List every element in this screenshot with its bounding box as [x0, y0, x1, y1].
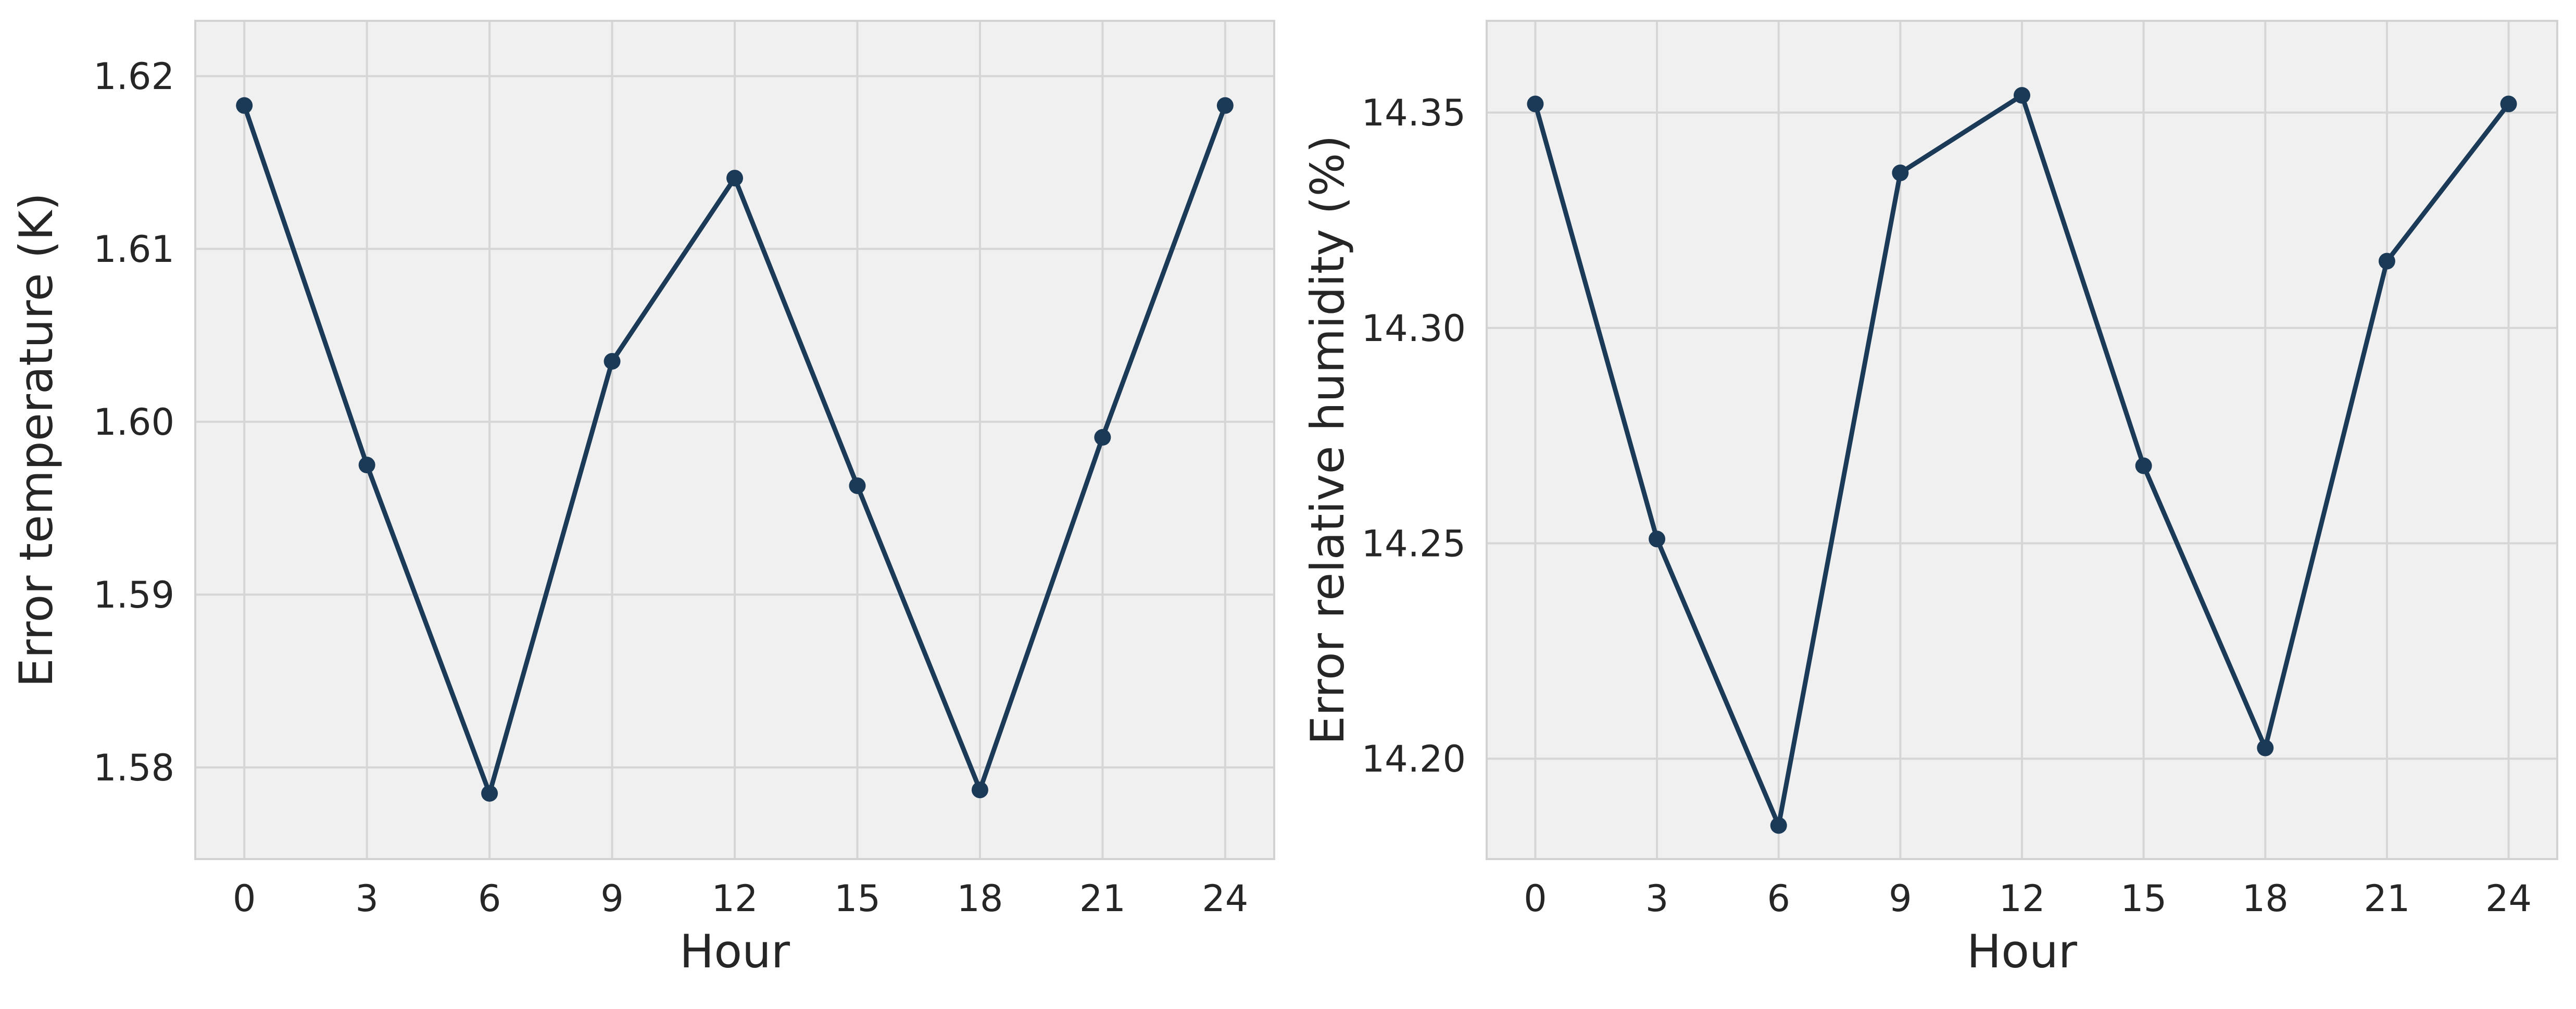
axes-border	[194, 20, 1275, 860]
y-tick-label: 14.20	[1362, 738, 1466, 780]
humidity-chart: 0 3 6 9 12 15 18 21 24 14.20 14.25 14.30 14.35 Hour Er…	[1301, 20, 2558, 978]
x-tick-label: 3	[355, 877, 379, 920]
x-tick-label: 21	[2364, 877, 2410, 920]
data-point	[2500, 95, 2517, 112]
x-tick-label: 12	[1999, 877, 2045, 920]
x-tick-label: 18	[957, 877, 1003, 920]
y-axis-label: Error temperature (K)	[9, 193, 63, 687]
data-point	[726, 170, 743, 187]
x-tick-label: 12	[711, 877, 758, 920]
x-tick-label: 21	[1079, 877, 1126, 920]
x-tick-label: 15	[834, 877, 881, 920]
data-point	[481, 785, 498, 802]
x-axis-label: Hour	[680, 925, 790, 978]
axes-border	[1486, 20, 2558, 860]
y-tick-label: 14.25	[1362, 523, 1466, 565]
temperature-chart: 0 3 6 9 12 15 18 21 24 1.58 1.59 1.60 1.61 1.62 Hour Er…	[9, 20, 1275, 978]
x-tick-label: 6	[478, 877, 501, 920]
x-axis-label: Hour	[1967, 925, 2078, 978]
x-tick-label: 9	[1889, 877, 1912, 920]
data-point	[1527, 95, 1544, 112]
y-tick-label: 1.59	[93, 574, 174, 616]
y-tick-label: 1.58	[93, 747, 174, 789]
data-point	[2135, 457, 2152, 474]
data-point	[236, 97, 253, 114]
x-tick-label: 9	[600, 877, 624, 920]
x-tick-label: 3	[1645, 877, 1669, 920]
x-tick-label: 24	[1202, 877, 1248, 920]
data-point	[2378, 253, 2395, 270]
data-point	[604, 352, 621, 370]
x-tick-label: 0	[1524, 877, 1547, 920]
data-point	[1649, 531, 1666, 548]
data-point	[2014, 87, 2030, 104]
y-tick-label: 14.30	[1362, 307, 1466, 350]
data-point	[849, 477, 866, 494]
data-point	[1216, 97, 1234, 114]
data-point	[971, 781, 988, 799]
y-tick-label: 14.35	[1362, 92, 1466, 134]
x-tick-label: 15	[2120, 877, 2167, 920]
x-tick-label: 24	[2485, 877, 2532, 920]
y-tick-label: 1.60	[93, 401, 174, 444]
data-point	[1770, 817, 1787, 834]
data-point	[1094, 429, 1111, 446]
y-axis-label: Error relative humidity (%)	[1301, 135, 1354, 745]
x-tick-label: 18	[2242, 877, 2289, 920]
data-point	[2257, 739, 2274, 756]
y-tick-label: 1.61	[93, 228, 174, 271]
x-tick-label: 6	[1767, 877, 1790, 920]
y-tick-label: 1.62	[93, 55, 174, 98]
data-point	[358, 457, 375, 474]
data-point	[1892, 165, 1909, 182]
x-tick-label: 0	[233, 877, 256, 920]
